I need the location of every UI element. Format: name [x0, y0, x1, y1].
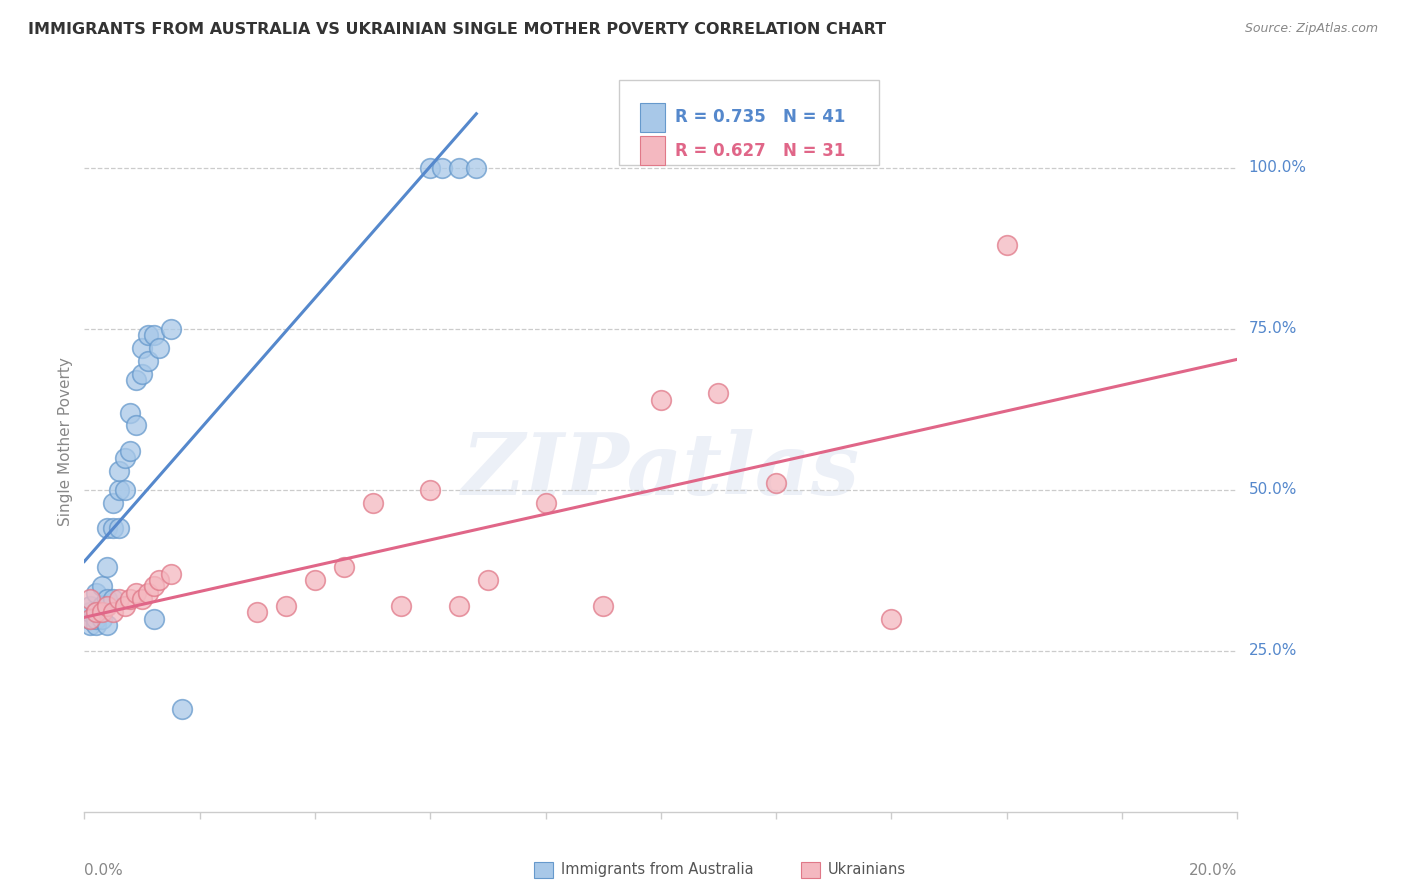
Point — [765, 476, 787, 491]
Point — [333, 560, 356, 574]
Point — [90, 579, 112, 593]
Point — [108, 463, 131, 477]
Point — [534, 496, 557, 510]
Point — [142, 328, 165, 343]
Point — [160, 566, 183, 581]
Point — [84, 586, 107, 600]
Text: 50.0%: 50.0% — [1249, 483, 1298, 498]
Text: IMMIGRANTS FROM AUSTRALIA VS UKRAINIAN SINGLE MOTHER POVERTY CORRELATION CHART: IMMIGRANTS FROM AUSTRALIA VS UKRAINIAN S… — [28, 22, 886, 37]
Point — [304, 573, 326, 587]
Text: 25.0%: 25.0% — [1249, 643, 1298, 658]
Point — [707, 386, 730, 401]
Point — [103, 496, 124, 510]
Point — [114, 483, 136, 497]
Point — [477, 573, 499, 587]
Text: Ukrainians: Ukrainians — [828, 863, 907, 877]
Point — [430, 161, 453, 175]
Point — [880, 611, 903, 625]
Point — [79, 618, 101, 632]
Point — [650, 392, 672, 407]
Point — [136, 354, 159, 368]
Point — [79, 611, 101, 625]
Point — [96, 599, 118, 613]
Point — [108, 483, 131, 497]
Text: Immigrants from Australia: Immigrants from Australia — [561, 863, 754, 877]
Point — [96, 521, 118, 535]
Text: ZIPatlas: ZIPatlas — [461, 429, 860, 513]
Point — [136, 328, 159, 343]
Point — [142, 579, 165, 593]
Point — [361, 496, 384, 510]
Text: R = 0.735   N = 41: R = 0.735 N = 41 — [675, 108, 845, 127]
Y-axis label: Single Mother Poverty: Single Mother Poverty — [58, 357, 73, 526]
Point — [114, 599, 136, 613]
Point — [96, 560, 118, 574]
Point — [131, 592, 153, 607]
Point — [90, 611, 112, 625]
Point — [108, 521, 131, 535]
Text: 20.0%: 20.0% — [1189, 863, 1237, 879]
Point — [90, 599, 112, 613]
Point — [125, 586, 148, 600]
Point — [142, 611, 165, 625]
Text: R = 0.627   N = 31: R = 0.627 N = 31 — [675, 142, 845, 160]
Point — [449, 599, 471, 613]
Text: Source: ZipAtlas.com: Source: ZipAtlas.com — [1244, 22, 1378, 36]
Text: 75.0%: 75.0% — [1249, 321, 1298, 336]
Point — [592, 599, 614, 613]
Point — [172, 702, 194, 716]
Point — [79, 605, 101, 619]
Point — [84, 618, 107, 632]
Point — [114, 450, 136, 465]
Text: 100.0%: 100.0% — [1249, 161, 1306, 176]
Point — [120, 406, 142, 420]
Point — [391, 599, 413, 613]
Point — [419, 483, 441, 497]
Point — [419, 161, 441, 175]
Point — [160, 322, 183, 336]
Point — [96, 592, 118, 607]
Point — [79, 611, 101, 625]
Point — [120, 444, 142, 458]
Point — [125, 373, 148, 387]
Point — [148, 573, 170, 587]
Point — [103, 592, 124, 607]
Point — [79, 592, 101, 607]
Point — [276, 599, 298, 613]
Point — [148, 341, 170, 355]
Point — [84, 605, 107, 619]
Point — [125, 418, 148, 433]
Point — [90, 605, 112, 619]
Point — [103, 521, 124, 535]
Point — [131, 341, 153, 355]
Point — [449, 161, 471, 175]
Point — [96, 618, 118, 632]
Point — [108, 592, 131, 607]
Point — [84, 611, 107, 625]
Point — [995, 238, 1018, 252]
Point — [136, 586, 159, 600]
Point — [465, 161, 488, 175]
Point — [79, 611, 101, 625]
Point — [131, 367, 153, 381]
Point — [246, 605, 269, 619]
Point — [79, 599, 101, 613]
Text: 0.0%: 0.0% — [84, 863, 124, 879]
Point — [84, 605, 107, 619]
Point — [120, 592, 142, 607]
Point — [103, 605, 124, 619]
